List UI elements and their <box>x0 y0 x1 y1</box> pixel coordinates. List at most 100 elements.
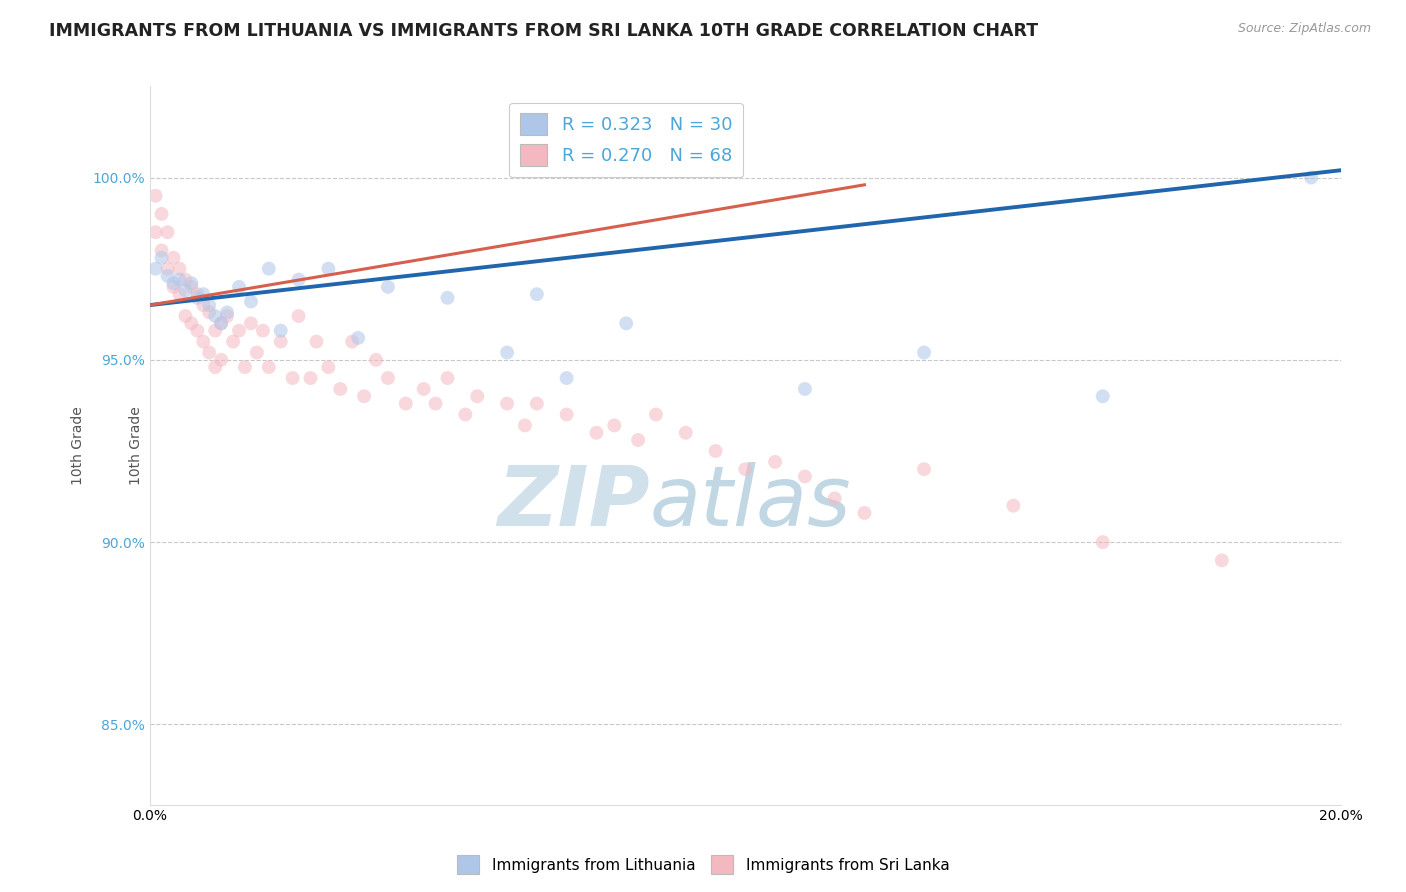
Text: IMMIGRANTS FROM LITHUANIA VS IMMIGRANTS FROM SRI LANKA 10TH GRADE CORRELATION CH: IMMIGRANTS FROM LITHUANIA VS IMMIGRANTS … <box>49 22 1039 40</box>
Point <box>180 277 202 291</box>
Point <box>853 506 876 520</box>
Text: Source: ZipAtlas.com: Source: ZipAtlas.com <box>1237 22 1371 36</box>
Point <box>912 345 935 359</box>
Point <box>329 382 352 396</box>
Point <box>252 324 274 338</box>
Point <box>425 396 447 410</box>
Point <box>169 287 191 301</box>
Point <box>228 324 250 338</box>
Point <box>228 280 250 294</box>
Point <box>305 334 328 349</box>
Point <box>174 272 197 286</box>
Point <box>1211 553 1233 567</box>
Point <box>169 272 191 286</box>
Point <box>156 261 179 276</box>
Point <box>150 251 173 265</box>
Point <box>217 305 239 319</box>
Point <box>198 298 221 312</box>
Point <box>145 188 167 202</box>
Point <box>204 309 226 323</box>
Point <box>209 316 232 330</box>
Point <box>193 298 215 312</box>
Point <box>204 324 226 338</box>
Point <box>347 331 370 345</box>
Point <box>246 345 269 359</box>
Point <box>395 396 418 410</box>
Point <box>526 287 548 301</box>
Y-axis label: 10th Grade: 10th Grade <box>129 406 143 485</box>
Point <box>1301 170 1323 185</box>
Point <box>465 389 488 403</box>
Point <box>912 462 935 476</box>
Point <box>496 396 519 410</box>
Point <box>377 280 399 294</box>
Point <box>793 469 815 483</box>
Point <box>555 408 578 422</box>
Point <box>704 444 727 458</box>
Point <box>186 287 208 301</box>
Point <box>209 352 232 367</box>
Point <box>180 316 202 330</box>
Point <box>763 455 786 469</box>
Point <box>526 396 548 410</box>
Point <box>222 334 245 349</box>
Point <box>156 268 179 283</box>
Point <box>318 360 340 375</box>
Point <box>555 371 578 385</box>
Point <box>156 225 179 239</box>
Point <box>436 371 458 385</box>
Point <box>353 389 375 403</box>
Point <box>162 251 184 265</box>
Point <box>162 277 184 291</box>
Point <box>793 382 815 396</box>
Point <box>436 291 458 305</box>
Legend: R = 0.323   N = 30, R = 0.270   N = 68: R = 0.323 N = 30, R = 0.270 N = 68 <box>509 103 742 178</box>
Point <box>734 462 756 476</box>
Point <box>270 324 292 338</box>
Point <box>281 371 304 385</box>
Point <box>1091 389 1114 403</box>
Point <box>1091 535 1114 549</box>
Point <box>174 284 197 298</box>
Y-axis label: 10th Grade: 10th Grade <box>72 406 86 485</box>
Point <box>233 360 256 375</box>
Point <box>198 345 221 359</box>
Point <box>204 360 226 375</box>
Point <box>585 425 607 440</box>
Point <box>454 408 477 422</box>
Point <box>150 207 173 221</box>
Point <box>209 316 232 330</box>
Point <box>145 225 167 239</box>
Text: ZIP: ZIP <box>498 462 650 543</box>
Point <box>340 334 363 349</box>
Point <box>614 316 637 330</box>
Point <box>287 309 309 323</box>
Point <box>145 261 167 276</box>
Point <box>299 371 322 385</box>
Point <box>180 280 202 294</box>
Point <box>174 309 197 323</box>
Point <box>257 261 280 276</box>
Point <box>377 371 399 385</box>
Point <box>513 418 536 433</box>
Point <box>1002 499 1025 513</box>
Point <box>824 491 846 506</box>
Point <box>186 324 208 338</box>
Point <box>257 360 280 375</box>
Legend: Immigrants from Lithuania, Immigrants from Sri Lanka: Immigrants from Lithuania, Immigrants fr… <box>450 849 956 880</box>
Point <box>496 345 519 359</box>
Point <box>318 261 340 276</box>
Point <box>186 291 208 305</box>
Point <box>239 316 262 330</box>
Point <box>675 425 697 440</box>
Point <box>412 382 434 396</box>
Point <box>169 261 191 276</box>
Point <box>645 408 668 422</box>
Point <box>239 294 262 309</box>
Point <box>627 433 650 447</box>
Point <box>162 280 184 294</box>
Point <box>193 287 215 301</box>
Point <box>198 305 221 319</box>
Point <box>217 309 239 323</box>
Text: atlas: atlas <box>650 462 852 543</box>
